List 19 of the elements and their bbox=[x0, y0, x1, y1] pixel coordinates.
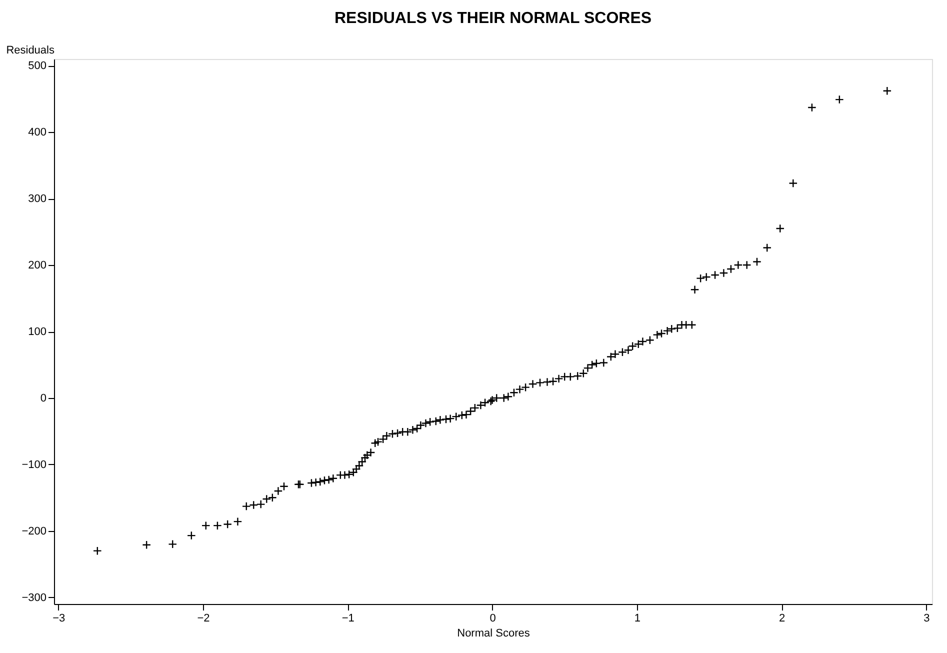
x-tick-label: 3 bbox=[924, 612, 930, 624]
y-tick-label: −200 bbox=[22, 525, 46, 538]
y-tick-label: 100 bbox=[28, 326, 46, 338]
y-tick-label: −100 bbox=[22, 458, 46, 471]
y-axis-title: Residuals bbox=[6, 44, 55, 56]
y-tick-label: 300 bbox=[28, 193, 46, 206]
y-tick-label: 500 bbox=[28, 60, 46, 72]
x-tick-label: 1 bbox=[634, 612, 640, 624]
y-tick-label: 400 bbox=[28, 126, 46, 139]
x-tick-label: −2 bbox=[197, 612, 210, 624]
x-tick-label: 2 bbox=[779, 612, 786, 624]
chart-title: RESIDUALS VS THEIR NORMAL SCORES bbox=[334, 10, 652, 27]
x-axis-title: Normal Scores bbox=[457, 628, 530, 640]
x-tick-label: −1 bbox=[342, 612, 354, 624]
y-tick-label: 0 bbox=[40, 392, 46, 404]
x-tick-label: −3 bbox=[52, 612, 66, 624]
y-tick-label: 200 bbox=[28, 260, 46, 272]
y-tick-label: −300 bbox=[22, 592, 46, 604]
x-tick-label: 0 bbox=[490, 612, 496, 624]
